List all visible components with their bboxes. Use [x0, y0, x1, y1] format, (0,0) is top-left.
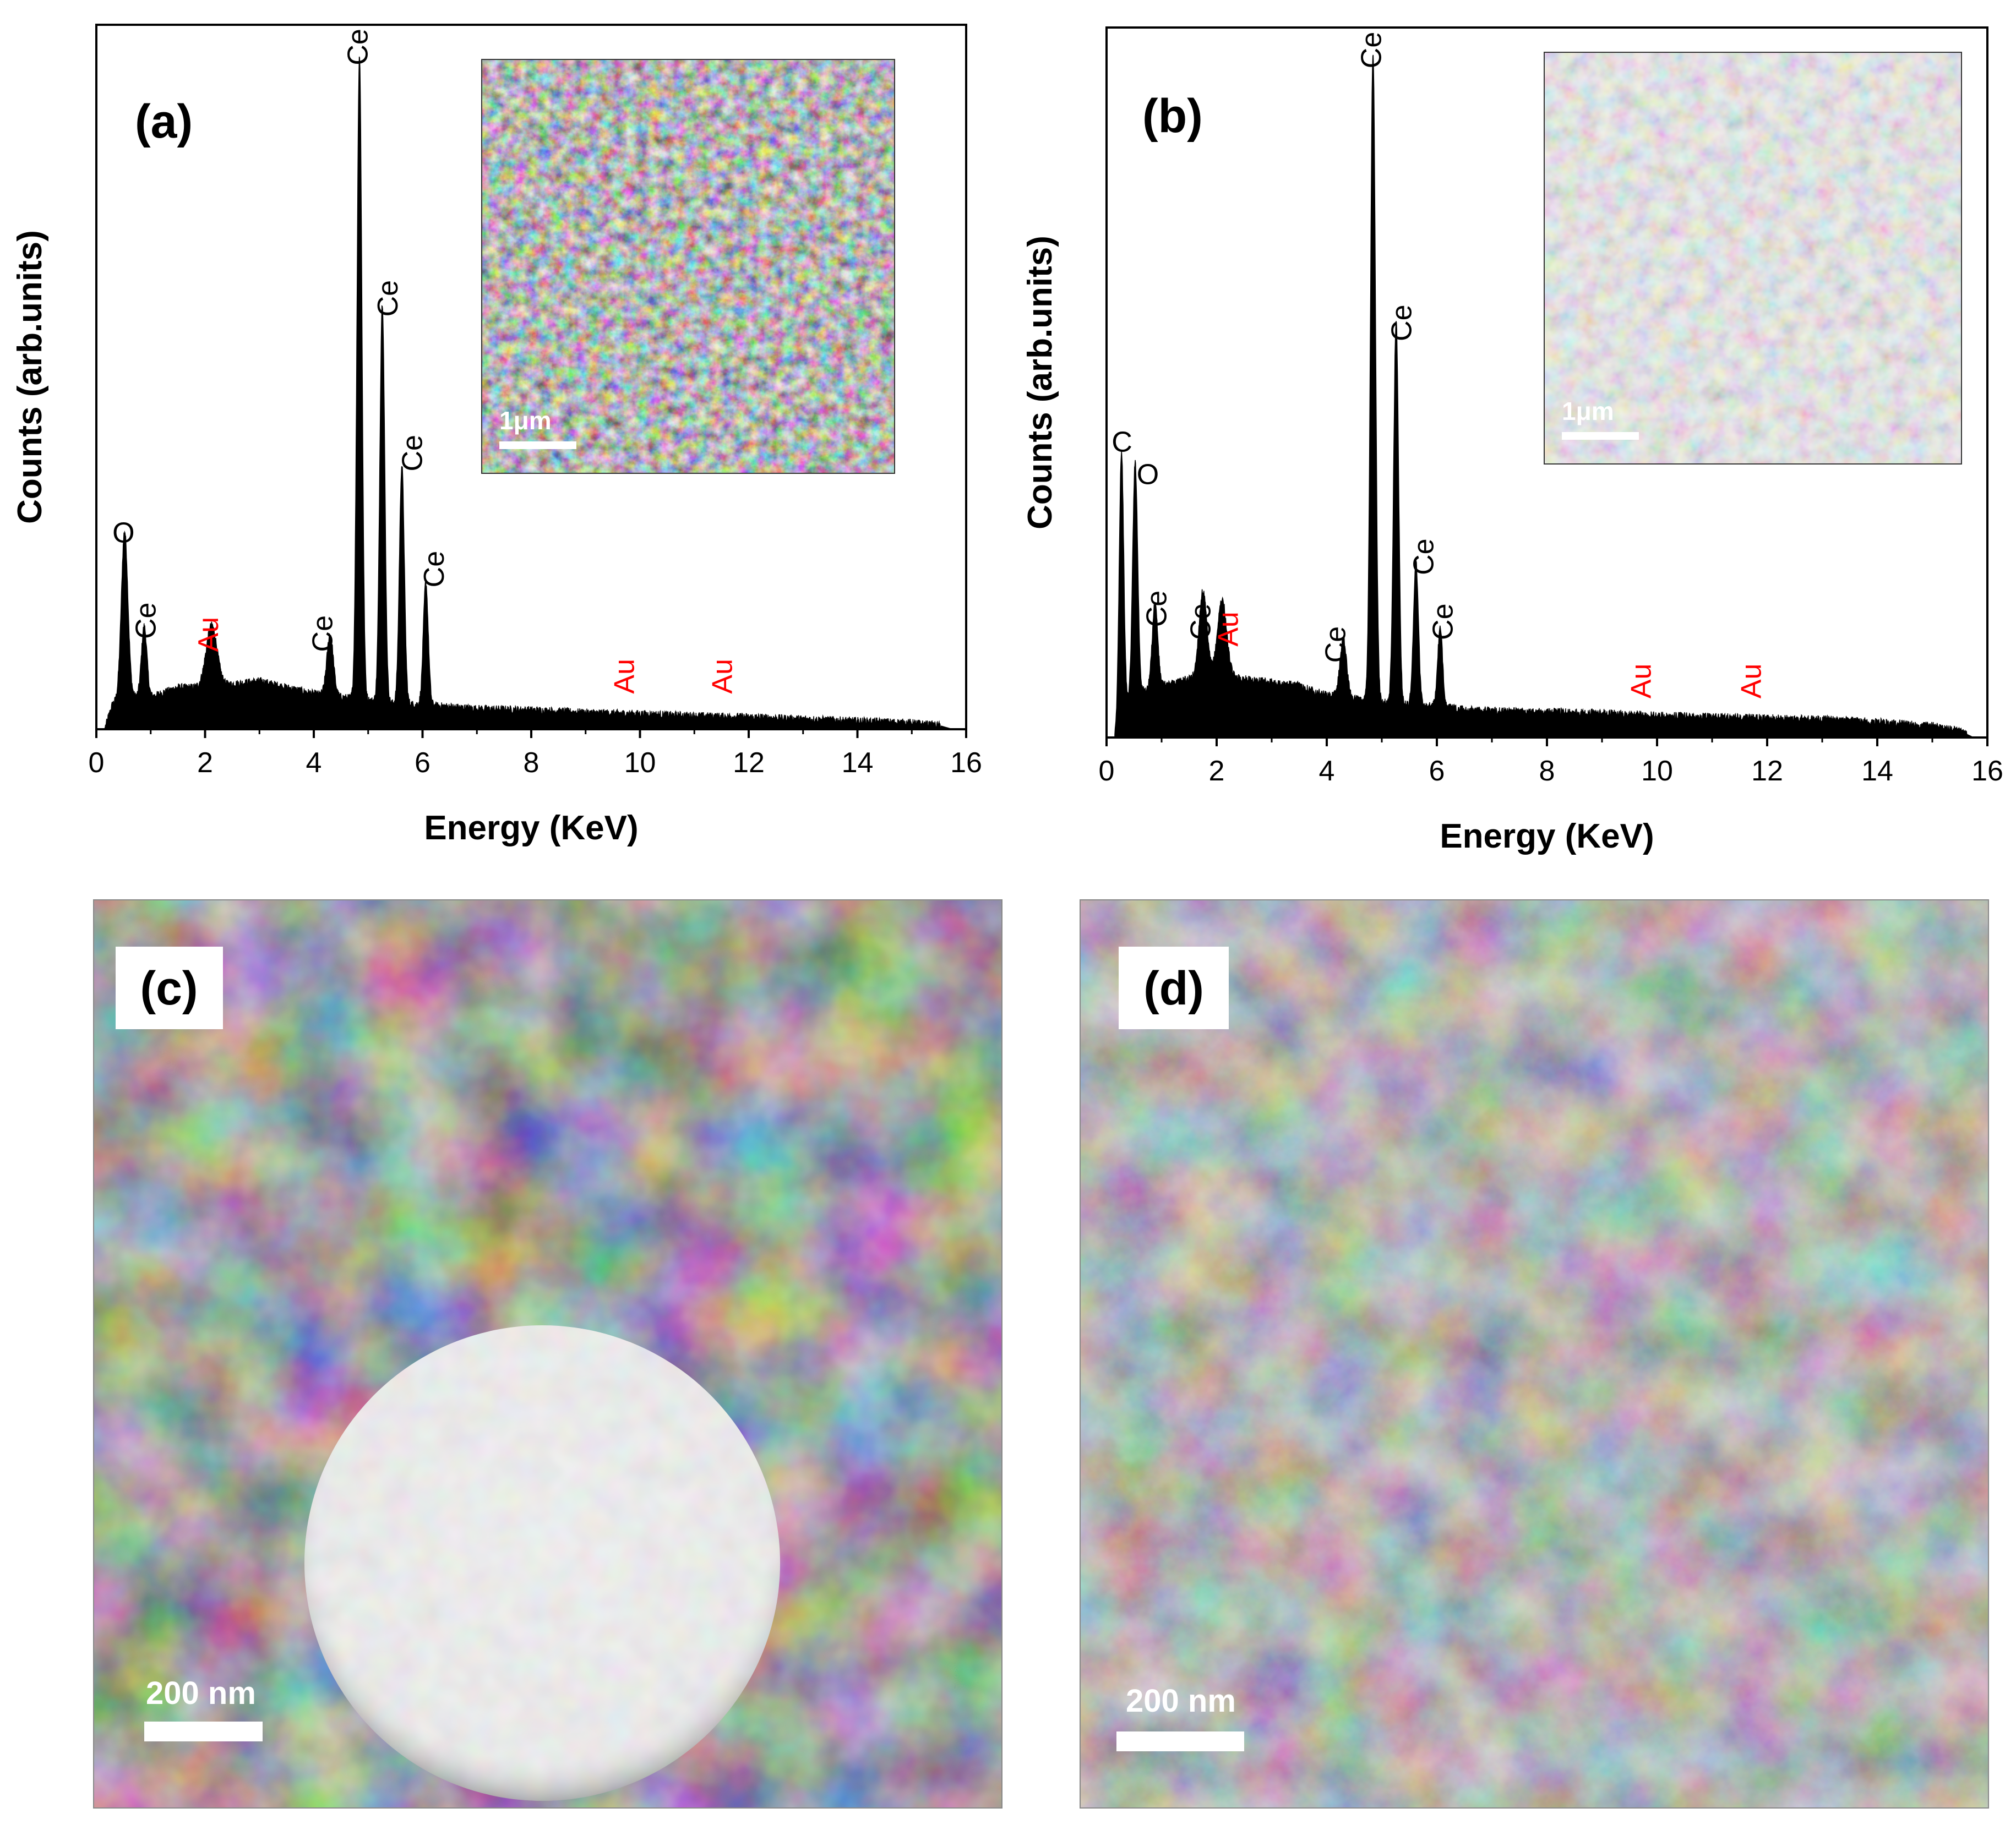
peak-label-ce: Ce [1141, 591, 1173, 627]
peak-label-ce: Ce [372, 280, 404, 316]
panel-label: (b) [1142, 90, 1203, 143]
peak-label-au: Au [1213, 611, 1245, 647]
peak-label-au: Au [609, 659, 641, 694]
panel-label-c: (c) [140, 962, 198, 1015]
eds-spectrum-b: 0 2 4 6 8 10 12 14 16 Energy (KeV) Counts (arb.uni… [1021, 26, 2003, 855]
x-tick-label: 10 [624, 747, 656, 779]
peak-label-c: C [1111, 427, 1132, 458]
spectrum-area [1114, 54, 1974, 738]
y-axis-title: Counts (arb.units) [1021, 236, 1059, 529]
peak-label-ce: Ce [342, 29, 374, 65]
x-tick-label: 10 [1641, 755, 1673, 787]
y-axis-title: Counts (arb.units) [11, 230, 49, 524]
micrograph-d-image [1080, 900, 1988, 1808]
gold-sphere-shading [304, 1325, 780, 1801]
scale-bar-c [144, 1722, 263, 1741]
x-tick-label: 2 [197, 747, 213, 779]
x-axis-title: Energy (KeV) [1440, 817, 1654, 855]
x-tick-label: 14 [842, 747, 874, 779]
peak-label-ce: Ce [1320, 626, 1352, 663]
peak-label-ce: Ce [396, 435, 428, 471]
inset-scale-bar [1562, 432, 1639, 440]
x-tick-label: 0 [89, 747, 105, 779]
peak-label-au: Au [193, 617, 225, 652]
panel-label: (a) [135, 95, 193, 148]
x-tick-label: 8 [524, 747, 540, 779]
sem-micrograph-d: (d) 200 nm [1080, 899, 1989, 1809]
x-tick-label: 4 [1319, 755, 1335, 787]
scale-label-d: 200 nm [1126, 1683, 1236, 1719]
micrograph-c-frame [93, 899, 1002, 1809]
x-tick-label: 6 [415, 747, 431, 779]
peak-label-ce: Ce [307, 615, 339, 652]
peak-label-ce: Ce [1356, 32, 1388, 68]
x-tick-label: 2 [1209, 755, 1225, 787]
x-axis-title: Energy (KeV) [424, 809, 638, 847]
x-tick-label: 0 [1099, 755, 1115, 787]
x-tick-label: 16 [1971, 755, 2003, 787]
peak-label-ce: Ce [1185, 603, 1217, 640]
x-tick-label: 8 [1539, 755, 1555, 787]
peak-label-au: Au [706, 659, 738, 694]
peak-label-au: Au [1736, 664, 1768, 699]
inset-scale-label: 1μm [499, 406, 552, 435]
peak-label-o: O [1137, 459, 1159, 491]
panel-label-d: (d) [1143, 962, 1204, 1015]
x-tick-label: 4 [306, 747, 322, 779]
inset-scale-bar [499, 441, 576, 449]
scale-bar-d [1116, 1731, 1244, 1751]
panel-label-box-c [116, 947, 223, 1029]
inset-scale-label: 1μm [1562, 397, 1614, 425]
inset-frame [481, 59, 895, 474]
peak-label-ce: Ce [1408, 538, 1440, 575]
peak-label-ce: Ce [418, 551, 450, 587]
peak-label-au: Au [1626, 664, 1658, 699]
x-tick-label: 12 [1751, 755, 1783, 787]
peak-label-ce: Ce [130, 603, 162, 639]
scale-label-c: 200 nm [146, 1675, 256, 1711]
x-tick-label: 16 [950, 747, 982, 779]
x-tick-label: 14 [1861, 755, 1893, 787]
inset-frame [1544, 52, 1962, 465]
peak-label-ce: Ce [1427, 603, 1459, 640]
peak-label-o: O [112, 517, 134, 549]
x-tick-label: 12 [733, 747, 765, 779]
peak-label-ce: Ce [1386, 305, 1418, 341]
inset-sem-image [1544, 52, 1961, 464]
micrograph-d-frame [1080, 899, 1989, 1809]
panel-label-box-d [1119, 947, 1229, 1029]
spectrum-area [103, 56, 953, 730]
inset-sem-image [482, 59, 895, 473]
eds-spectrum-a: 0 2 4 6 8 10 12 14 16 Energy (KeV) Counts (arb.uni… [11, 24, 982, 847]
x-tick-label: 6 [1429, 755, 1445, 787]
sem-micrograph-c: (c) 200 nm [93, 899, 1002, 1809]
